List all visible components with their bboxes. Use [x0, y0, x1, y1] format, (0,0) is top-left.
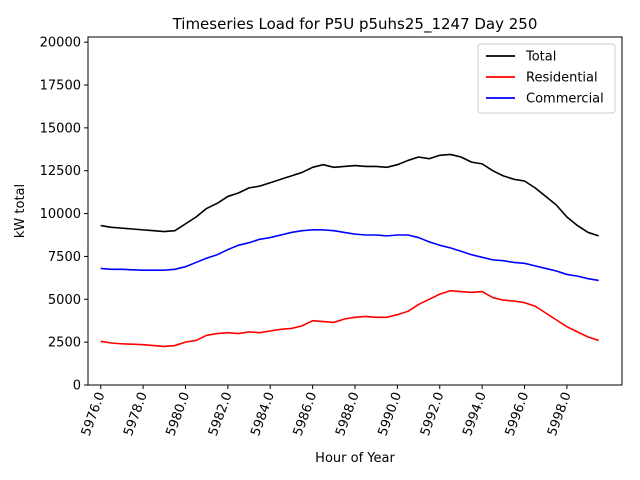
- legend-box: [477, 43, 616, 114]
- y-tick-label: 7500: [48, 250, 81, 265]
- series-line-total: [100, 153, 599, 237]
- chart-title: Timeseries Load for P5U p5uhs25_1247 Day…: [172, 15, 538, 34]
- legend-label-total: Total: [525, 50, 556, 65]
- y-tick-label: 15000: [40, 121, 81, 136]
- legend: Total Residential Commercial: [477, 43, 616, 114]
- series-layer: [100, 153, 599, 348]
- y-tick-label: 20000: [40, 36, 81, 51]
- y-axis-label: kW total: [13, 184, 28, 238]
- legend-label-commercial: Commercial: [526, 92, 604, 107]
- y-tick-label: 17500: [40, 79, 81, 94]
- series-line-commercial: [100, 229, 599, 282]
- x-axis-label: Hour of Year: [315, 451, 395, 466]
- plot-frame: [87, 36, 623, 386]
- y-tick-label: 10000: [40, 207, 81, 222]
- y-tick-label: 0: [73, 379, 81, 394]
- y-tick-label: 5000: [48, 293, 81, 308]
- series-line-residential: [100, 289, 599, 348]
- y-tick-label: 2500: [48, 336, 81, 351]
- legend-label-residential: Residential: [526, 71, 598, 86]
- y-tick-label: 12500: [40, 164, 81, 179]
